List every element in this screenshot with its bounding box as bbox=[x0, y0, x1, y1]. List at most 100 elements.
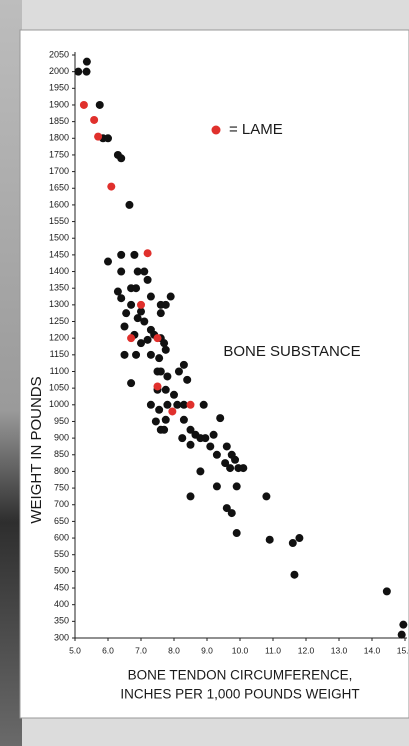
y-tick-label: 900 bbox=[54, 432, 69, 442]
y-tick-label: 750 bbox=[54, 482, 69, 492]
x-tick-label: 13.0 bbox=[331, 645, 348, 655]
point bbox=[104, 134, 112, 142]
page: WEIGHT IN POUNDS BONE TENDON CIRCUMFEREN… bbox=[0, 0, 409, 746]
point bbox=[163, 372, 171, 380]
y-tick-label: 1500 bbox=[49, 233, 69, 243]
y-tick-label: 1300 bbox=[49, 299, 69, 309]
point bbox=[83, 68, 91, 76]
point bbox=[163, 401, 171, 409]
x-axis-label: BONE TENDON CIRCUMFERENCE, bbox=[128, 668, 353, 683]
y-tick-label: 700 bbox=[54, 499, 69, 509]
point bbox=[157, 309, 165, 317]
x-tick-label: 5.0 bbox=[69, 645, 81, 655]
y-tick-label: 1200 bbox=[49, 333, 69, 343]
legend-marker bbox=[212, 126, 221, 135]
point bbox=[152, 417, 160, 425]
point bbox=[121, 351, 129, 359]
point bbox=[290, 571, 298, 579]
point bbox=[127, 379, 135, 387]
point bbox=[104, 258, 112, 266]
point bbox=[127, 334, 135, 342]
y-tick-label: 600 bbox=[54, 532, 69, 542]
y-tick-label: 350 bbox=[54, 616, 69, 626]
y-tick-label: 1950 bbox=[49, 83, 69, 93]
point bbox=[96, 101, 104, 109]
point bbox=[262, 492, 270, 500]
x-axis-label: INCHES PER 1,000 POUNDS WEIGHT bbox=[120, 687, 359, 702]
point bbox=[170, 391, 178, 399]
y-tick-label: 500 bbox=[54, 566, 69, 576]
point bbox=[154, 334, 162, 342]
point bbox=[216, 414, 224, 422]
point bbox=[168, 407, 176, 415]
y-tick-label: 1750 bbox=[49, 149, 69, 159]
point bbox=[121, 323, 129, 331]
chart: WEIGHT IN POUNDS BONE TENDON CIRCUMFEREN… bbox=[0, 0, 409, 746]
point bbox=[233, 529, 241, 537]
point bbox=[180, 416, 188, 424]
point bbox=[399, 621, 407, 629]
x-tick-label: 14.0 bbox=[364, 645, 381, 655]
x-tick-label: 7.0 bbox=[135, 645, 147, 655]
point bbox=[210, 431, 218, 439]
point bbox=[228, 509, 236, 517]
point bbox=[107, 183, 115, 191]
point bbox=[231, 456, 239, 464]
point bbox=[187, 492, 195, 500]
y-tick-label: 1450 bbox=[49, 249, 69, 259]
y-tick-label: 550 bbox=[54, 549, 69, 559]
point bbox=[162, 416, 170, 424]
point bbox=[94, 133, 102, 141]
point bbox=[289, 539, 297, 547]
point bbox=[213, 451, 221, 459]
y-tick-label: 1700 bbox=[49, 166, 69, 176]
point bbox=[398, 631, 406, 639]
point bbox=[167, 293, 175, 301]
point bbox=[132, 351, 140, 359]
point bbox=[140, 318, 148, 326]
y-tick-label: 1000 bbox=[49, 399, 69, 409]
x-tick-label: 11.0 bbox=[265, 645, 281, 655]
point bbox=[83, 58, 91, 66]
y-tick-label: 1400 bbox=[49, 266, 69, 276]
point bbox=[160, 426, 168, 434]
y-tick-label: 1100 bbox=[50, 366, 69, 376]
point bbox=[180, 361, 188, 369]
y-tick-label: 450 bbox=[54, 582, 69, 592]
y-tick-label: 1150 bbox=[50, 349, 69, 359]
y-tick-label: 1900 bbox=[49, 99, 69, 109]
point bbox=[239, 464, 247, 472]
x-tick-label: 6.0 bbox=[102, 645, 114, 655]
x-tick-label: 10.0 bbox=[232, 645, 249, 655]
point bbox=[196, 467, 204, 475]
y-tick-label: 1850 bbox=[49, 116, 69, 126]
point bbox=[122, 309, 130, 317]
point bbox=[233, 482, 241, 490]
point bbox=[226, 464, 234, 472]
point bbox=[137, 339, 145, 347]
point bbox=[117, 154, 125, 162]
point bbox=[206, 442, 214, 450]
point bbox=[155, 406, 163, 414]
point bbox=[117, 294, 125, 302]
point bbox=[132, 284, 140, 292]
point bbox=[178, 434, 186, 442]
point bbox=[117, 251, 125, 259]
point bbox=[154, 382, 162, 390]
photo-strip bbox=[0, 0, 22, 746]
y-tick-label: 800 bbox=[54, 466, 69, 476]
point bbox=[295, 534, 303, 542]
point bbox=[162, 346, 170, 354]
point bbox=[187, 401, 195, 409]
point bbox=[160, 339, 168, 347]
annotation: BONE SUBSTANCE bbox=[223, 343, 360, 360]
x-tick-label: 8.0 bbox=[168, 645, 180, 655]
point bbox=[137, 301, 145, 309]
point bbox=[147, 351, 155, 359]
y-axis-label: WEIGHT IN POUNDS bbox=[28, 376, 45, 523]
y-tick-label: 1550 bbox=[49, 216, 69, 226]
point bbox=[187, 441, 195, 449]
y-tick-label: 950 bbox=[54, 416, 69, 426]
y-tick-label: 1350 bbox=[49, 283, 69, 293]
point bbox=[117, 268, 125, 276]
